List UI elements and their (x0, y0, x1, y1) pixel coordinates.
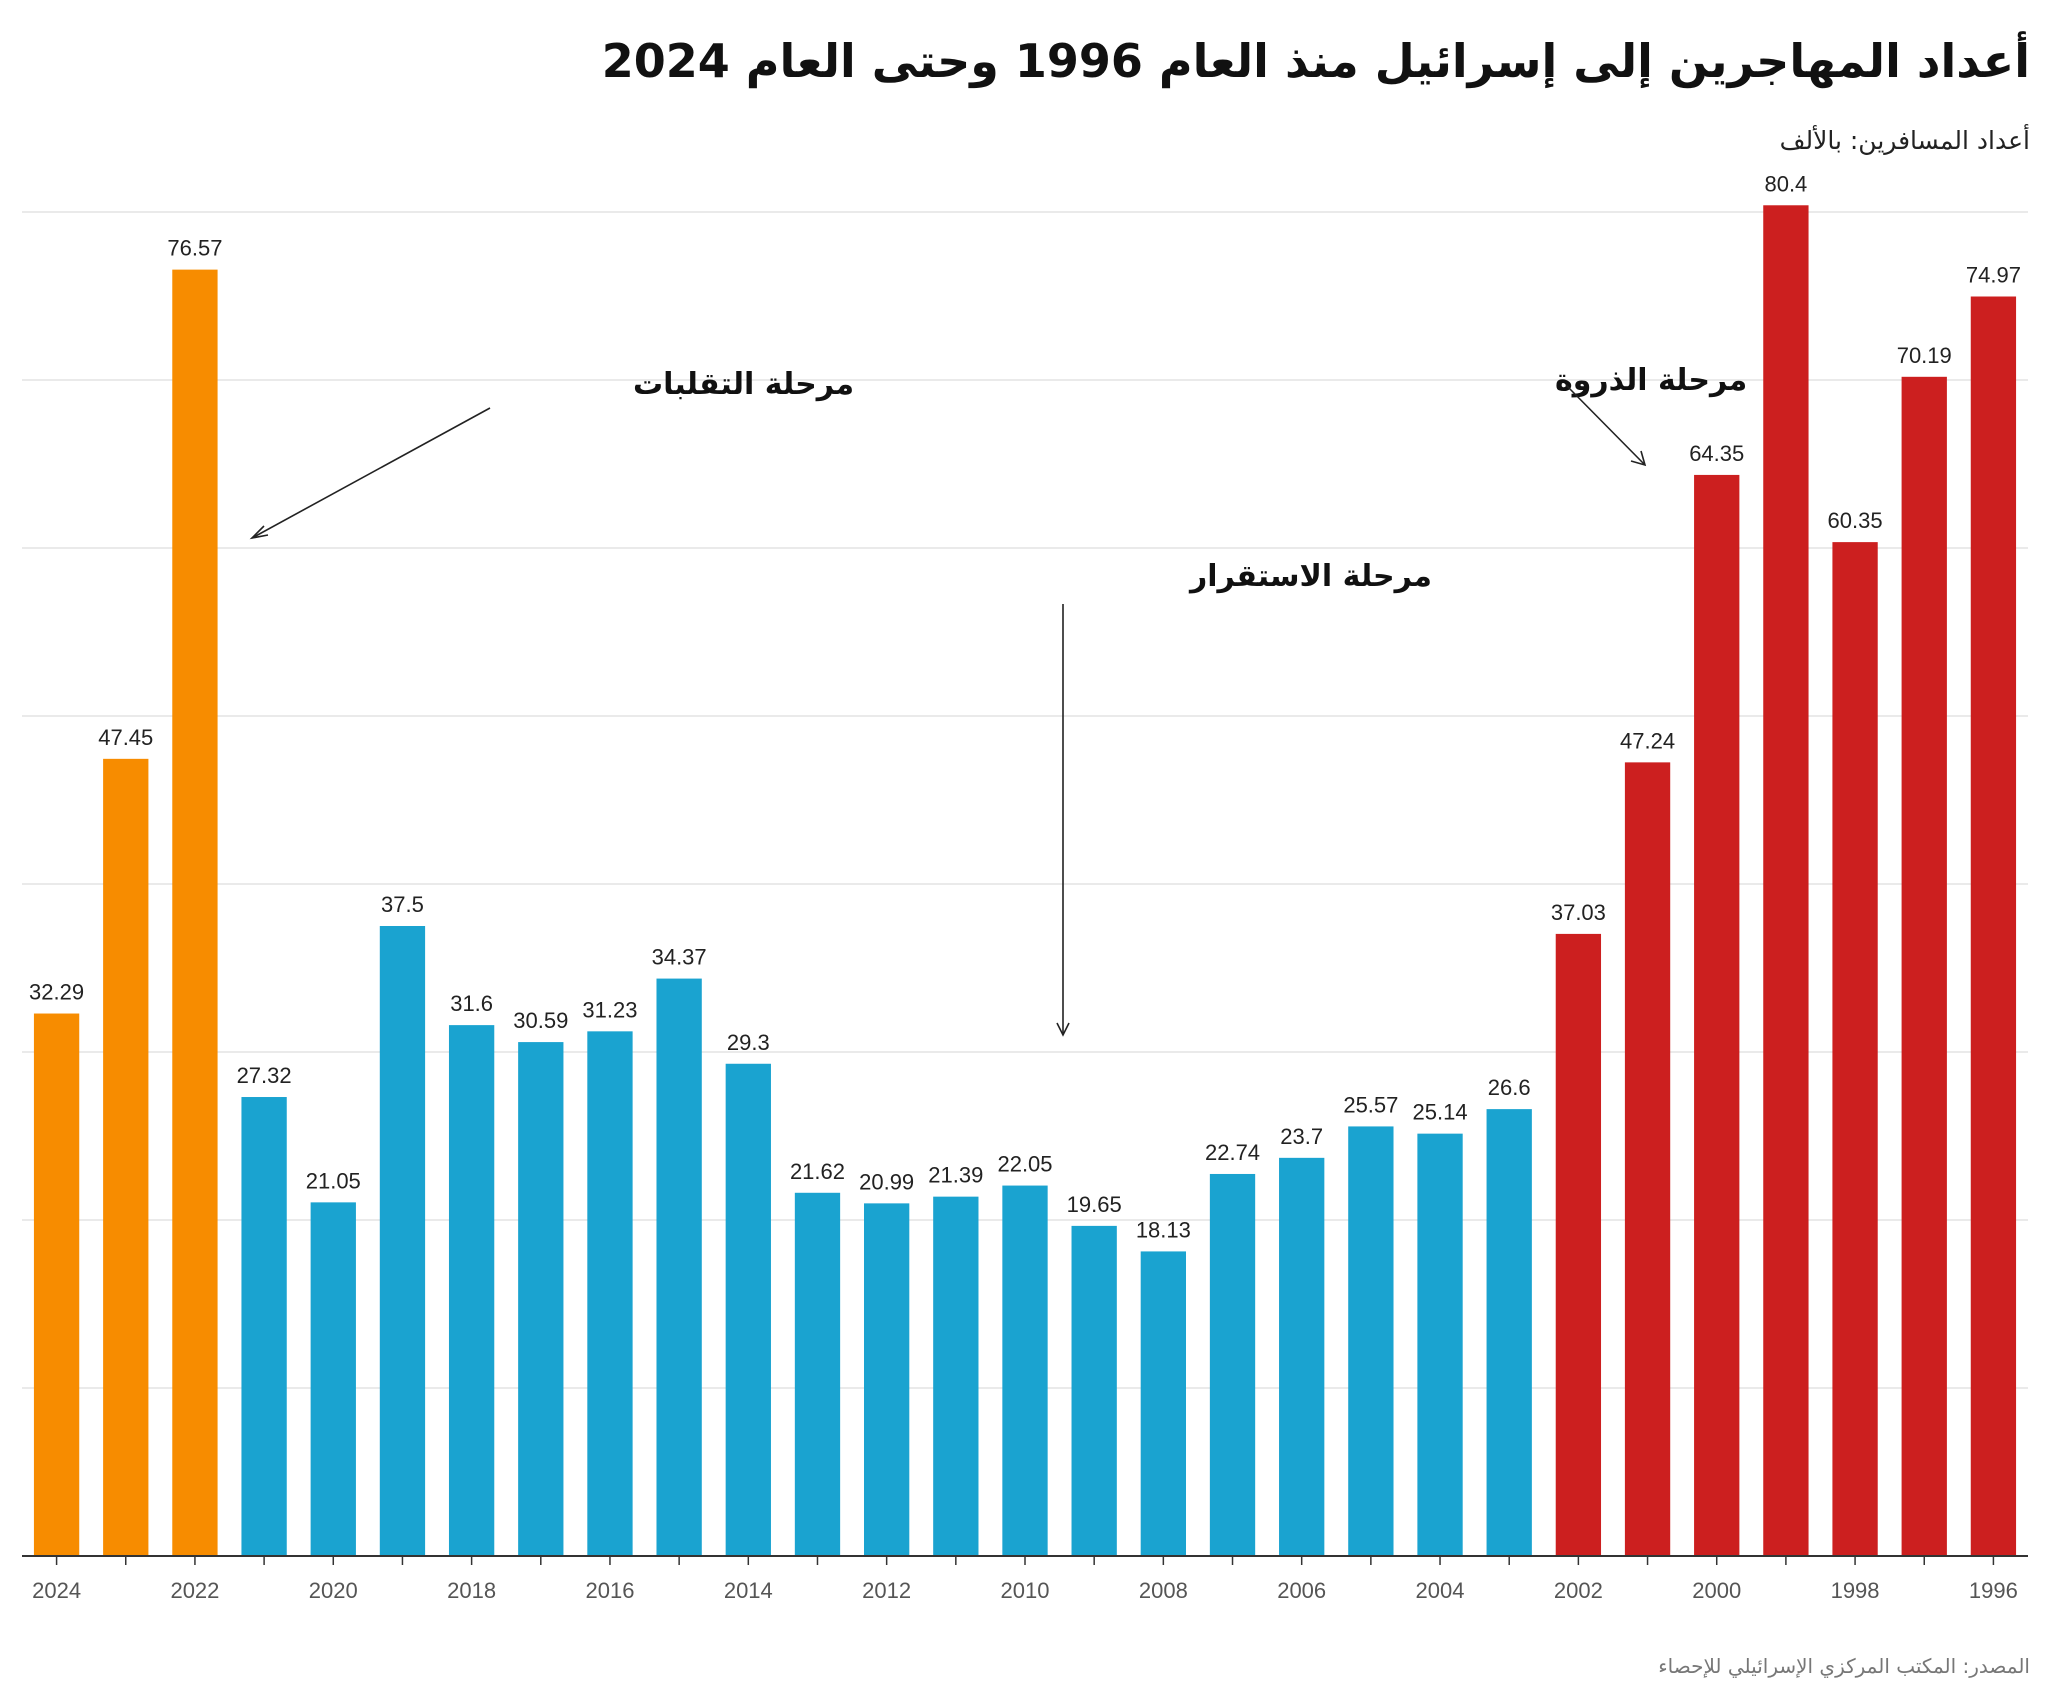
bar-2020 (310, 1202, 356, 1556)
bar-2019 (379, 926, 426, 1556)
bars (33, 205, 2017, 1557)
bar-2009 (1071, 1225, 1117, 1556)
bar-2007 (1209, 1173, 1256, 1556)
annotation-peak-arrow (1565, 384, 1646, 466)
value-label-2020: 21.05 (306, 1168, 361, 1193)
x-axis-ticks: 2024 2022 2020 2018 2016 2014 2012 2010 2008 2006… (32, 1556, 2018, 1603)
bar-2004 (1417, 1133, 1463, 1556)
tick-label-2000: 2000 (1692, 1578, 1741, 1603)
tick-label-2012: 2012 (862, 1578, 911, 1603)
value-label-2002: 37.03 (1551, 900, 1606, 925)
annotation-turbulence-arrowhead (249, 525, 269, 540)
bar-2006 (1279, 1157, 1325, 1556)
bar-1999 (1763, 205, 1809, 1556)
value-label-2006: 23.7 (1280, 1124, 1323, 1149)
value-label-1999: 80.4 (1764, 171, 1807, 196)
annotation-turbulence: مرحلة التقلبات (249, 367, 854, 540)
tick-label-2006: 2006 (1277, 1578, 1326, 1603)
annotation-turbulence-arrow (251, 407, 491, 539)
value-label-2024: 32.29 (29, 980, 84, 1005)
value-label-2022: 76.57 (167, 236, 222, 261)
value-label-2009: 19.65 (1067, 1192, 1122, 1217)
tick-label-2018: 2018 (447, 1578, 496, 1603)
bar-2010 (1002, 1185, 1048, 1556)
value-label-2010: 22.05 (997, 1152, 1052, 1177)
value-label-2008: 18.13 (1136, 1217, 1191, 1242)
bar-2024 (33, 1013, 80, 1556)
tick-label-1996: 1996 (1969, 1578, 2018, 1603)
value-label-2019: 37.5 (381, 892, 424, 917)
value-label-2000: 64.35 (1689, 441, 1744, 466)
tick-label-1998: 1998 (1831, 1578, 1880, 1603)
value-labels: 32.29 47.45 76.57 27.32 21.05 37.5 31.6 30.59 31… (29, 171, 2021, 1242)
value-label-2017: 30.59 (513, 1008, 568, 1033)
bar-1998 (1832, 542, 1878, 1556)
annotation-peak: مرحلة الذروة (1555, 363, 1747, 467)
value-label-1996: 74.97 (1966, 263, 2021, 288)
annotation-stability-arrowhead (1056, 1022, 1070, 1037)
bar-1997 (1901, 376, 1947, 1557)
tick-label-2016: 2016 (585, 1578, 634, 1603)
value-label-2003: 26.6 (1488, 1075, 1531, 1100)
bar-2003 (1486, 1109, 1532, 1556)
bar-2022 (172, 269, 218, 1556)
bar-2008 (1140, 1251, 1186, 1556)
value-label-2014: 29.3 (727, 1030, 770, 1055)
bar-2000 (1694, 474, 1740, 1556)
value-label-2023: 47.45 (98, 725, 153, 750)
bar-2023 (103, 758, 149, 1556)
value-label-2018: 31.6 (450, 991, 493, 1016)
bar-2017 (518, 1042, 564, 1556)
tick-label-2020: 2020 (309, 1578, 358, 1603)
bar-2001 (1624, 762, 1671, 1556)
bar-2005 (1348, 1126, 1394, 1556)
tick-label-2010: 2010 (1001, 1578, 1050, 1603)
bar-2013 (794, 1192, 841, 1556)
tick-label-2022: 2022 (170, 1578, 219, 1603)
tick-label-2002: 2002 (1554, 1578, 1603, 1603)
value-label-2016: 31.23 (582, 997, 637, 1022)
value-label-1998: 60.35 (1828, 508, 1883, 533)
value-label-1997: 70.19 (1897, 343, 1952, 368)
tick-label-2024: 2024 (32, 1578, 81, 1603)
annotation-peak-arrowhead (1630, 450, 1647, 467)
chart-subtitle: أعداد المسافرين: بالألف (1779, 126, 2030, 155)
annotation-peak-label: مرحلة الذروة (1555, 363, 1747, 398)
value-label-2015: 34.37 (652, 945, 707, 970)
value-label-2021: 27.32 (237, 1063, 292, 1088)
bar-2018 (448, 1025, 495, 1556)
chart-title: أعداد المهاجرين إلى إسرائيل منذ العام 19… (601, 34, 2030, 88)
bar-2021 (241, 1097, 287, 1556)
bar-1996 (1970, 296, 2017, 1556)
value-label-2004: 25.14 (1413, 1100, 1468, 1125)
bar-2011 (933, 1196, 979, 1556)
tick-label-2008: 2008 (1139, 1578, 1188, 1603)
annotation-stability: مرحلة الاستقرار (1056, 559, 1432, 1037)
source-note: المصدر: المكتب المركزي الإسرائيلي للإحصا… (1658, 1654, 2030, 1678)
bar-2015 (656, 978, 702, 1556)
value-label-2012: 20.99 (859, 1169, 914, 1194)
value-label-2013: 21.62 (790, 1159, 845, 1184)
annotation-turbulence-label: مرحلة التقلبات (633, 367, 854, 402)
value-label-2001: 47.24 (1620, 728, 1675, 753)
annotation-stability-label: مرحلة الاستقرار (1188, 559, 1432, 594)
bar-2012 (864, 1203, 910, 1556)
value-label-2011: 21.39 (928, 1163, 983, 1188)
value-label-2005: 25.57 (1343, 1092, 1398, 1117)
bar-2016 (587, 1031, 633, 1556)
tick-label-2014: 2014 (724, 1578, 773, 1603)
value-label-2007: 22.74 (1205, 1140, 1260, 1165)
bar-2002 (1555, 933, 1602, 1556)
bar-2014 (725, 1063, 771, 1556)
tick-label-2004: 2004 (1416, 1578, 1465, 1603)
